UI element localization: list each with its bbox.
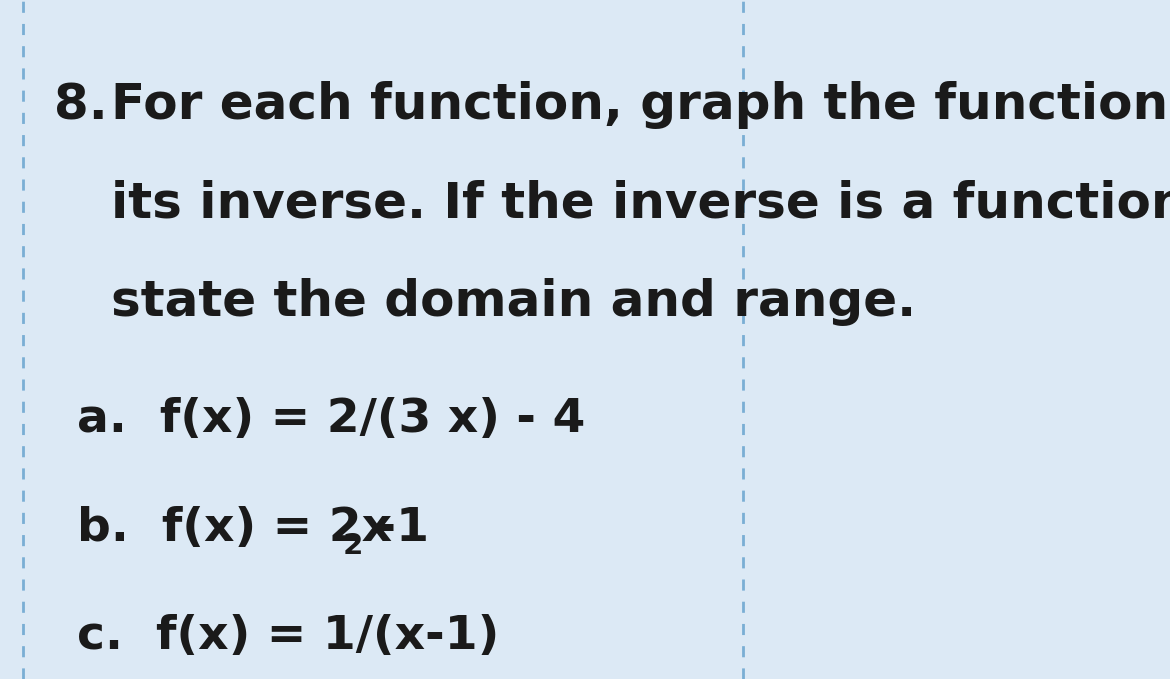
Text: 2: 2 (343, 532, 363, 560)
Text: b.  f(x) = 2x: b. f(x) = 2x (76, 506, 392, 551)
Text: state the domain and range.: state the domain and range. (111, 278, 916, 327)
Text: c.  f(x) = 1/(x-1): c. f(x) = 1/(x-1) (76, 614, 498, 659)
Text: 8.: 8. (54, 81, 108, 130)
Text: -1: -1 (360, 506, 428, 551)
Text: a.  f(x) = 2/(3 x) - 4: a. f(x) = 2/(3 x) - 4 (76, 397, 585, 442)
Text: For each function, graph the function and: For each function, graph the function an… (111, 81, 1170, 130)
Text: its inverse. If the inverse is a function,: its inverse. If the inverse is a functio… (111, 180, 1170, 228)
